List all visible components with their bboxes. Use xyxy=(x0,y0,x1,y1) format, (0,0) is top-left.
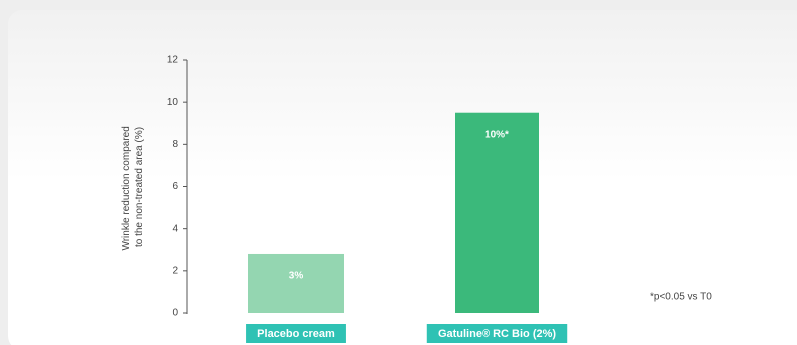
x-tick-label: Placebo cream xyxy=(257,328,335,340)
y-axis-label-line: to the non-treated area (%) xyxy=(134,127,145,247)
value-label: 10%* xyxy=(485,129,509,140)
category-label-box xyxy=(246,324,346,343)
y-tick-label: 4 xyxy=(172,223,178,234)
y-axis-label-line: Wrinkle reduction compared xyxy=(121,126,132,250)
y-tick-label: 2 xyxy=(172,265,178,276)
y-tick-label: 10 xyxy=(167,97,179,108)
card xyxy=(8,10,797,345)
x-tick-label: Gatuline® RC Bio (2%) xyxy=(438,328,556,340)
annotation: *p<0.05 vs T0 xyxy=(650,292,712,303)
y-tick-label: 6 xyxy=(172,181,178,192)
bar xyxy=(248,253,344,313)
y-tick-label: 8 xyxy=(172,139,178,150)
y-tick-label: 12 xyxy=(167,55,179,66)
value-label: 3% xyxy=(289,271,304,282)
category-label-box xyxy=(426,324,568,343)
y-axis-label: Wrinkle reduction compared to the non-tr… xyxy=(121,123,145,250)
y-tick-label: 0 xyxy=(172,308,178,319)
bar xyxy=(455,112,539,313)
